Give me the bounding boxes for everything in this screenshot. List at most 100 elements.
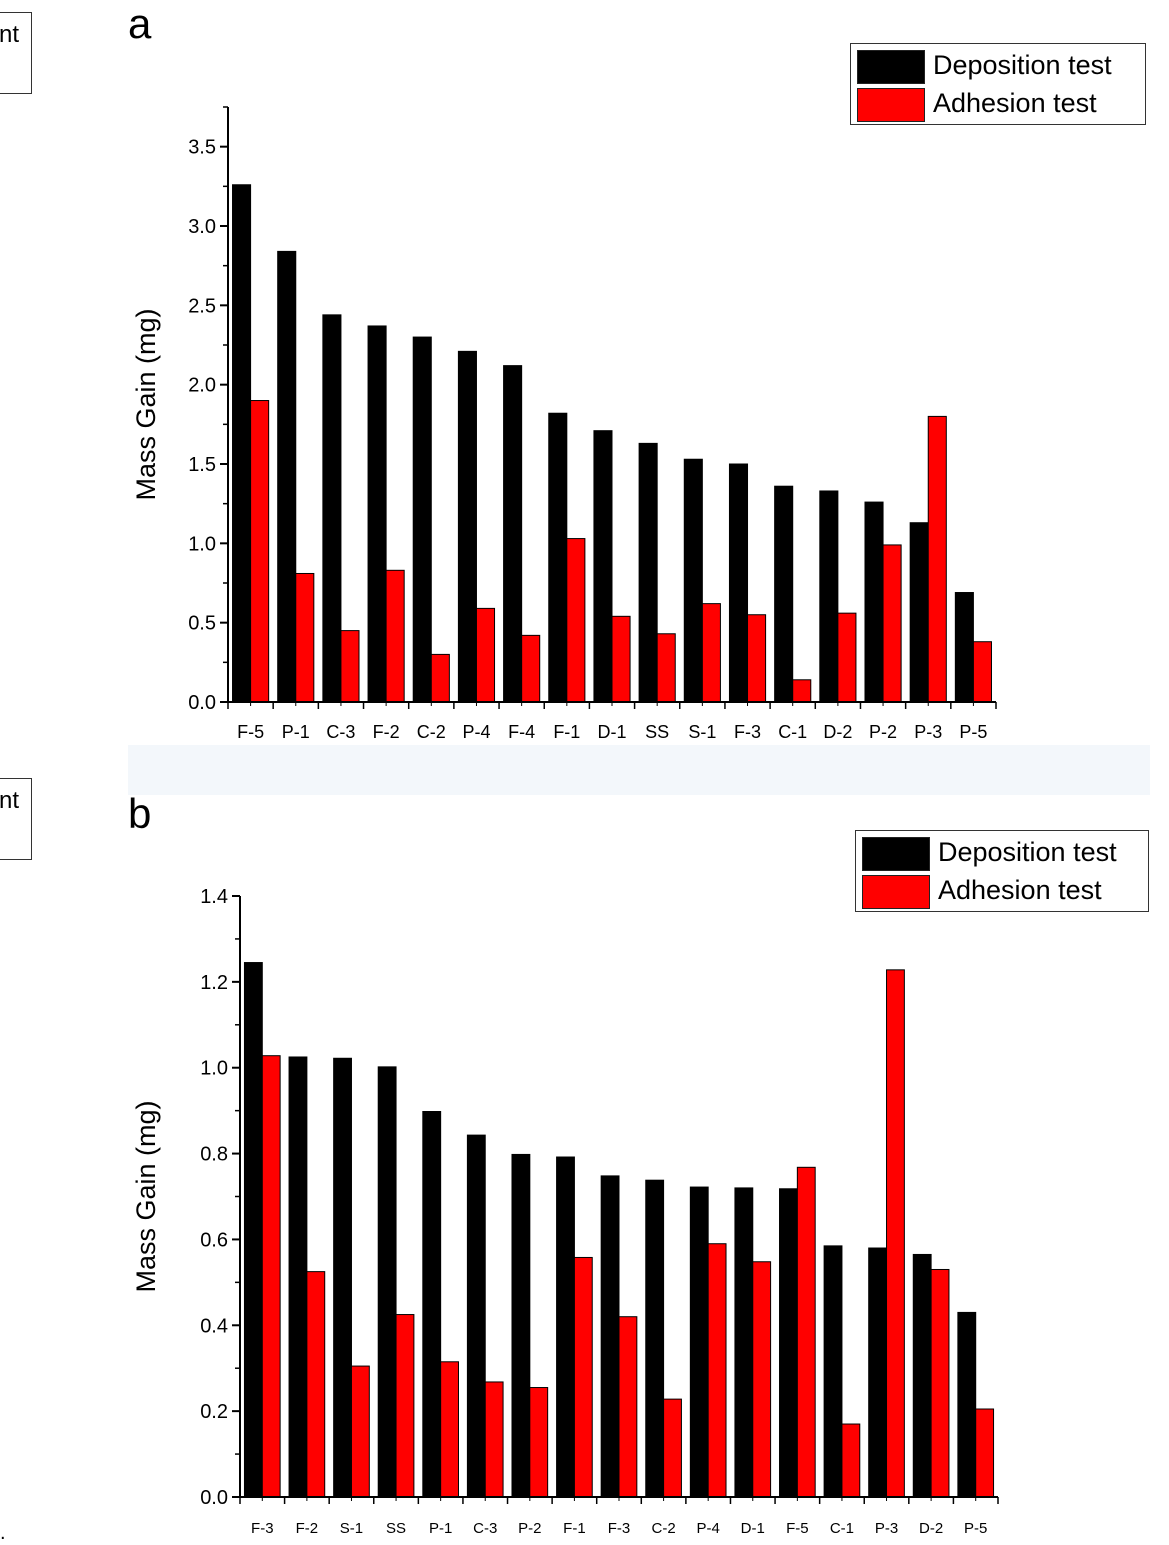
- bar-adhesion: [350, 1365, 370, 1498]
- bar-adhesion: [792, 679, 812, 703]
- legend-swatch-adhesion: [857, 88, 925, 122]
- bar-adhesion: [837, 612, 857, 703]
- bar-adhesion: [975, 1408, 995, 1498]
- x-tick-label: C-3: [473, 1520, 497, 1535]
- bar-adhesion: [618, 1316, 638, 1498]
- panel-letter-b: b: [128, 790, 152, 837]
- bar-adhesion: [611, 615, 631, 703]
- y-tick-label: 0.2: [200, 1401, 228, 1423]
- cropped-side-label: nt: [0, 12, 32, 94]
- y-tick-label: 1.2: [200, 972, 228, 994]
- bar-deposition: [377, 1066, 397, 1498]
- x-tick-label: P-4: [697, 1520, 720, 1535]
- bar-adhesion: [930, 1268, 950, 1498]
- bar-deposition: [288, 1056, 308, 1498]
- bar-deposition: [734, 1187, 754, 1498]
- bar-deposition: [645, 1179, 665, 1498]
- y-tick-label: 0.8: [200, 1144, 228, 1166]
- y-tick-label: 1.4: [200, 886, 228, 908]
- legend-a: Deposition test Adhesion test: [850, 43, 1146, 125]
- y-tick-label: 3.5: [188, 137, 216, 159]
- bar-adhesion: [663, 1398, 682, 1498]
- y-axis-title: Mass Gain (mg): [131, 1100, 161, 1292]
- bar-deposition: [600, 1175, 620, 1498]
- bar-adhesion: [566, 538, 586, 703]
- bar-deposition: [511, 1153, 531, 1498]
- x-tick-label: SS: [386, 1520, 406, 1535]
- x-tick-label: P-4: [462, 722, 490, 742]
- bar-adhesion: [521, 634, 541, 703]
- chart-b: 0.0 0.2 0.4 0.6 0.8 1.0 1.2 1.4 F-3 F-2 S-1 SS P-1 C-…: [131, 886, 999, 1535]
- x-tick-label: SS: [645, 722, 669, 742]
- bar-adhesion: [886, 969, 905, 1498]
- bar-adhesion: [841, 1423, 861, 1498]
- bar-deposition: [593, 430, 613, 703]
- panel-letter-a: a: [128, 0, 152, 47]
- y-tick-label: 0.0: [200, 1487, 228, 1509]
- bar-deposition: [333, 1057, 352, 1498]
- x-tick-label: F-5: [786, 1520, 809, 1535]
- x-tick-label: F-3: [608, 1520, 631, 1535]
- bar-deposition: [957, 1311, 977, 1498]
- legend-label-adhesion: Adhesion test: [938, 875, 1102, 905]
- bar-deposition: [864, 501, 884, 703]
- x-tick-label: F-1: [553, 722, 580, 742]
- bar-adhesion: [747, 614, 767, 703]
- background-band: [128, 745, 1150, 795]
- bar-deposition: [774, 485, 794, 703]
- x-tick-label: F-4: [508, 722, 535, 742]
- bar-deposition: [367, 325, 387, 703]
- bar-adhesion: [475, 607, 496, 703]
- edge-mark: .: [0, 1522, 6, 1544]
- x-tick-label: F-2: [296, 1520, 319, 1535]
- legend-swatch-deposition: [862, 837, 930, 871]
- bar-deposition: [912, 1253, 932, 1498]
- y-tick-label: 0.4: [200, 1315, 228, 1337]
- y-tick-label: 0.6: [200, 1229, 228, 1251]
- x-tick-label: S-1: [688, 722, 716, 742]
- x-tick-label: P-1: [282, 722, 310, 742]
- bar-adhesion: [340, 630, 360, 703]
- y-tick-label: 1.5: [188, 454, 216, 476]
- x-tick-label: C-2: [652, 1520, 676, 1535]
- bar-adhesion: [430, 653, 450, 703]
- bar-deposition: [466, 1134, 486, 1498]
- x-tick-label: C-2: [417, 722, 446, 742]
- bar-deposition: [457, 350, 477, 703]
- x-tick-label: F-3: [734, 722, 761, 742]
- y-tick-label: 1.0: [200, 1058, 228, 1080]
- x-tick-label: F-2: [373, 722, 400, 742]
- x-tick-label: F-3: [251, 1520, 274, 1535]
- bar-adhesion: [250, 400, 270, 703]
- legend-label-adhesion: Adhesion test: [933, 88, 1097, 118]
- bar-adhesion: [882, 544, 902, 703]
- x-tick-label: F-1: [563, 1520, 586, 1535]
- y-tick-label: 0.5: [188, 613, 216, 635]
- bar-deposition: [548, 412, 568, 703]
- bar-adhesion: [306, 1271, 326, 1498]
- legend-label-deposition: Deposition test: [933, 50, 1112, 80]
- x-tick-label: S-1: [340, 1520, 363, 1535]
- bar-adhesion: [972, 641, 992, 703]
- x-tick-label: P-5: [964, 1520, 987, 1535]
- y-tick-label: 2.5: [188, 295, 216, 317]
- y-tick-label: 2.0: [188, 375, 216, 397]
- cropped-side-label-text: nt: [0, 787, 20, 814]
- bar-deposition: [819, 490, 839, 703]
- bar-deposition: [728, 463, 749, 703]
- bar-deposition: [909, 522, 929, 703]
- bar-adhesion: [927, 415, 947, 703]
- bar-adhesion: [261, 1055, 281, 1498]
- x-tick-label: P-3: [875, 1520, 898, 1535]
- bar-deposition: [638, 442, 658, 703]
- x-tick-label: P-2: [869, 722, 897, 742]
- bar-adhesion: [707, 1243, 727, 1498]
- bar-deposition: [556, 1156, 575, 1498]
- bar-adhesion: [656, 633, 676, 703]
- chart-a: 0.0 0.5 1.0 1.5 2.0 2.5 3.0 3.5 F-5 P-1 C-3 F-2 C-2 P…: [131, 106, 997, 742]
- y-tick-label: 3.0: [188, 216, 216, 238]
- bar-deposition: [868, 1247, 888, 1498]
- bar-adhesion: [796, 1166, 816, 1498]
- bar-deposition: [683, 458, 703, 703]
- x-tick-label: P-5: [959, 722, 987, 742]
